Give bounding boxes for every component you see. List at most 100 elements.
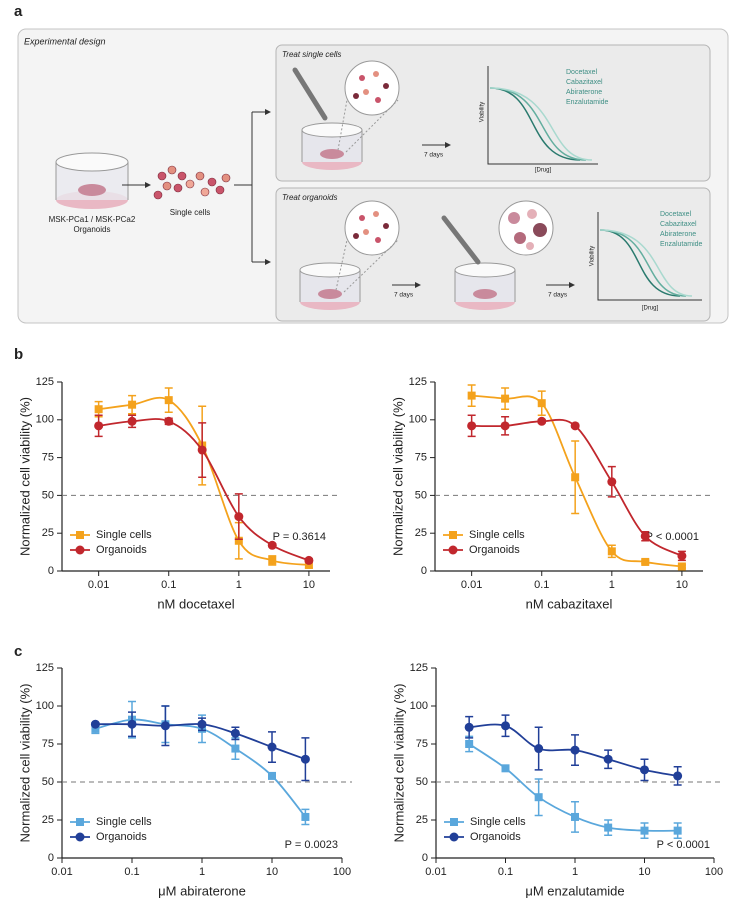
marker [464,722,474,732]
source-label: Organoids [74,225,111,234]
marker [234,536,243,545]
mini-curve [489,87,581,161]
x-axis-label: μM enzalutamide [525,883,624,898]
y-axis-label: Normalized cell viability (%) [391,684,406,843]
legend-marker [76,818,84,826]
marker [641,557,650,566]
mini-xlabel: [Drug] [535,168,552,174]
chart: 0 25 50 75 100 125 0.01 0.1 1 10 100 μM abiraterone… [17,662,352,898]
marker [677,551,687,561]
marker [234,512,244,522]
drug-label: Cabazitaxel [660,221,697,228]
cells-label: Single cells [170,208,210,217]
y-tick-label: 125 [409,376,427,388]
marker [570,745,580,755]
y-tick-label: 0 [421,565,427,577]
marker [640,531,650,541]
days-label: 7 days [548,292,568,299]
legend-label: Organoids [469,544,520,556]
x-tick-label: 10 [303,579,315,591]
y-tick-label: 75 [42,738,54,750]
chart: 0 25 50 75 100 125 0.01 0.1 1 10 100 μM enzalutamid… [391,662,724,898]
source-label: MSK-PCa1 / MSK-PCa2 [49,215,136,224]
y-tick-label: 100 [36,414,54,426]
y-tick-label: 25 [42,814,54,826]
x-tick-label: 10 [638,866,650,878]
marker [607,477,617,487]
marker [230,728,240,738]
y-tick-label: 75 [415,452,427,464]
marker [677,562,686,571]
legend-marker [448,545,458,555]
x-tick-label: 0.1 [124,866,139,878]
y-tick-label: 75 [416,738,428,750]
branch [234,111,268,263]
marker [501,394,510,403]
drug-label: Enzalutamide [566,99,609,106]
x-tick-label: 0.01 [51,866,72,878]
y-axis-label: Normalized cell viability (%) [17,397,32,556]
x-tick-label: 0.1 [498,866,513,878]
days-label: 7 days [424,152,444,159]
legend-label: Organoids [96,544,147,556]
marker [267,540,277,550]
x-tick-label: 0.1 [534,579,549,591]
mini-curve [599,229,693,297]
marker [500,421,510,431]
cells [153,165,231,200]
marker [603,754,613,764]
mini-curve [599,229,687,297]
dish-treated [292,60,400,170]
legend-marker [449,832,459,842]
annotation: P < 0.0001 [657,839,710,851]
mini-axes [597,212,702,301]
y-tick-label: 100 [36,700,54,712]
x-tick-label: 10 [676,579,688,591]
marker [537,399,546,408]
drug-label: Docetaxel [660,211,692,218]
marker [160,721,170,731]
legend-marker [76,531,84,539]
x-tick-label: 0.01 [461,579,482,591]
drug-label: Docetaxel [566,69,598,76]
marker [267,742,277,752]
marker [300,754,310,764]
dish [55,152,129,209]
marker [501,721,510,731]
days-label: 7 days [394,292,414,299]
x-axis-label: nM docetaxel [157,596,234,611]
marker [164,396,173,405]
y-tick-label: 25 [416,814,428,826]
marker [640,765,649,775]
marker [90,719,100,729]
marker [268,556,277,565]
drug-label: Abiraterone [566,89,602,96]
x-tick-label: 100 [705,866,723,878]
marker [197,719,207,729]
y-tick-label: 75 [42,452,54,464]
mini-curve [489,87,587,161]
panel-label: c [14,643,22,660]
chart: 0 25 50 75 100 125 0.01 0.1 1 10 nM cabazitaxel Nor… [390,376,713,611]
chart: 0 25 50 75 100 125 0.01 0.1 1 10 nM docetaxel Norma… [17,376,340,611]
box-title: Treat single cells [282,50,341,59]
x-axis-label: μM abiraterone [158,883,246,898]
legend-marker [75,545,85,555]
marker [304,560,313,569]
marker [467,421,477,431]
x-tick-label: 1 [199,866,205,878]
drug-label: Cabazitaxel [566,79,603,86]
y-tick-label: 25 [415,527,427,539]
marker [673,771,683,781]
x-tick-label: 1 [609,579,615,591]
x-tick-label: 0.01 [425,866,446,878]
legend-label: Single cells [96,816,152,828]
marker [673,826,682,835]
y-tick-label: 0 [422,852,428,864]
y-tick-label: 125 [410,662,428,674]
marker [231,744,240,753]
marker [304,555,314,565]
y-tick-label: 0 [48,852,54,864]
legend-label: Single cells [96,529,152,541]
